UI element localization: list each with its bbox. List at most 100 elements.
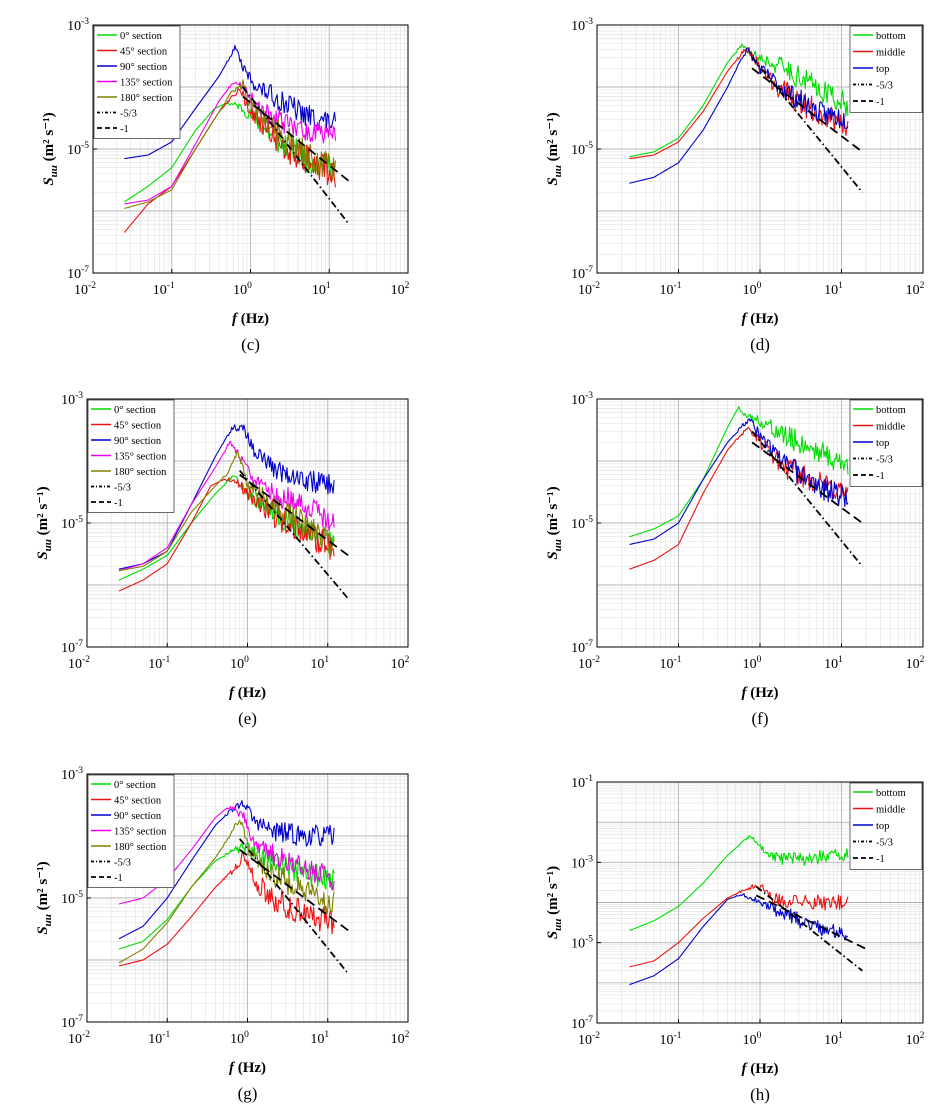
series-group (629, 405, 863, 570)
x-axis-title: f (Hz) (741, 685, 778, 701)
x-tick-label: 10-2 (578, 1031, 600, 1048)
x-tick-label: 10-2 (68, 655, 90, 672)
series-line-bottom (629, 43, 849, 158)
panel-c: 10-2 10-1 100 101 102 10-7 10-5 10-3 f (Hz) Suu (… (41, 17, 410, 354)
series-line-135° section (118, 440, 335, 572)
series-line-90° section (118, 800, 335, 940)
legend-entry: -5/3 (876, 454, 893, 465)
legend: 0° section 45° section 90° section 135° sec… (93, 25, 181, 139)
legend-entry: bottom (876, 788, 906, 799)
panel-g: 10-2 10-1 100 101 102 10-7 10-5 10-3 f (Hz) Suu (… (35, 766, 410, 1103)
legend-entry: -1 (876, 471, 885, 482)
legend-entry: 0° section (114, 780, 157, 791)
legend-box (93, 25, 181, 139)
legend: bottom middle top -5/3 -1 (849, 25, 923, 113)
series-line-top (629, 418, 849, 546)
legend-entry: -5/3 (876, 80, 893, 91)
series-line-top (629, 893, 849, 986)
legend-entry: 45° section (114, 420, 162, 431)
x-tick-label: 100 (230, 1030, 249, 1047)
x-tick-label: 101 (310, 655, 329, 672)
series-line--5/3 (751, 56, 863, 193)
x-tick-label: 10-2 (578, 281, 600, 298)
x-tick-label: 102 (906, 1031, 925, 1048)
x-tick-label: 100 (743, 281, 762, 298)
x-tick-labels: 10-2 10-1 100 101 102 (578, 269, 925, 298)
legend: 0° section 45° section 90° section 135° sec… (87, 774, 175, 888)
x-axis-title: f (Hz) (232, 311, 269, 327)
series-group (123, 44, 351, 233)
x-tick-label: 101 (824, 1031, 843, 1048)
legend-entry: 0° section (114, 405, 157, 416)
x-tick-label: 102 (906, 655, 925, 672)
series-line--5/3 (755, 885, 863, 972)
panel-label: (d) (750, 335, 770, 354)
series-line-135° section (118, 806, 335, 905)
series-line--1 (242, 95, 350, 183)
legend-box (849, 782, 923, 870)
x-tick-label: 10-1 (153, 281, 175, 298)
y-tick-label: 10-5 (61, 515, 83, 532)
series-group (629, 834, 867, 986)
series-line-top (629, 47, 849, 184)
series-line-bottom (629, 405, 849, 538)
legend-entry: 135° section (114, 826, 167, 837)
x-tick-label: 102 (906, 281, 925, 298)
series-line-180° section (118, 450, 335, 572)
series-line--1 (239, 474, 349, 557)
x-tick-label: 102 (391, 655, 410, 672)
series-line-middle (629, 47, 849, 160)
legend-entry: bottom (876, 31, 906, 42)
y-axis-title: Suu (m² s⁻¹) (35, 486, 54, 559)
legend-entry: -5/3 (114, 857, 131, 868)
legend-entry: -5/3 (114, 482, 131, 493)
legend-entry: top (876, 64, 889, 75)
legend-entry: 45° section (114, 795, 162, 806)
x-tick-label: 10-2 (578, 655, 600, 672)
y-tick-label: 10-5 (571, 141, 593, 158)
panel-h: 10-2 10-1 100 101 102 10-7 10-5 10-3 10-1 f (Hz) S… (545, 774, 925, 1104)
y-tick-label: 10-7 (571, 265, 593, 282)
legend-entry: 45° section (120, 46, 168, 57)
y-tick-label: 10-3 (571, 391, 593, 408)
y-tick-label: 10-7 (571, 1015, 593, 1032)
legend: 0° section 45° section 90° section 135° sec… (87, 399, 175, 513)
series-line--5/3 (751, 430, 863, 567)
x-tick-label: 100 (743, 1031, 762, 1048)
y-tick-label: 10-1 (571, 774, 593, 791)
legend-entry: -5/3 (876, 837, 893, 848)
legend: bottom middle top -5/3 -1 (849, 782, 923, 870)
y-axis-title: Suu (m² s⁻¹) (35, 861, 54, 934)
legend-entry: middle (876, 421, 906, 432)
legend-entry: 135° section (120, 77, 173, 88)
series-line--1 (239, 849, 349, 932)
y-tick-label: 10-5 (571, 935, 593, 952)
x-tick-label: 101 (310, 1030, 329, 1047)
legend-entry: -1 (114, 873, 123, 884)
legend-box (849, 25, 923, 113)
x-tick-labels: 10-2 10-1 100 101 102 (68, 643, 410, 672)
y-tick-label: 10-7 (61, 639, 83, 656)
panel-label: (c) (241, 335, 260, 354)
series-line-45° section (118, 851, 335, 967)
y-tick-label: 10-3 (61, 391, 83, 408)
y-tick-label: 10-7 (61, 1014, 83, 1031)
x-tick-label: 10-2 (68, 1030, 90, 1047)
x-tick-label: 10-1 (660, 281, 682, 298)
panel-label: (g) (238, 1084, 258, 1103)
y-tick-label: 10-3 (67, 17, 89, 34)
legend-entry: -1 (114, 498, 123, 509)
x-tick-label: 100 (230, 655, 249, 672)
legend: bottom middle top -5/3 -1 (849, 399, 923, 487)
legend-entry: top (876, 438, 889, 449)
panel-f: 10-2 10-1 100 101 102 10-7 10-5 10-3 f (Hz) Suu (… (545, 391, 925, 728)
y-axis-title: Suu (m² s⁻¹) (545, 486, 564, 559)
y-tick-label: 10-7 (571, 639, 593, 656)
y-tick-label: 10-7 (67, 265, 89, 282)
y-axis-title: Suu (m² s⁻¹) (545, 866, 564, 939)
y-tick-label: 10-5 (571, 515, 593, 532)
legend-entry: 180° section (120, 93, 173, 104)
x-tick-labels: 10-2 10-1 100 101 102 (68, 1018, 410, 1047)
x-tick-label: 10-1 (148, 1030, 170, 1047)
